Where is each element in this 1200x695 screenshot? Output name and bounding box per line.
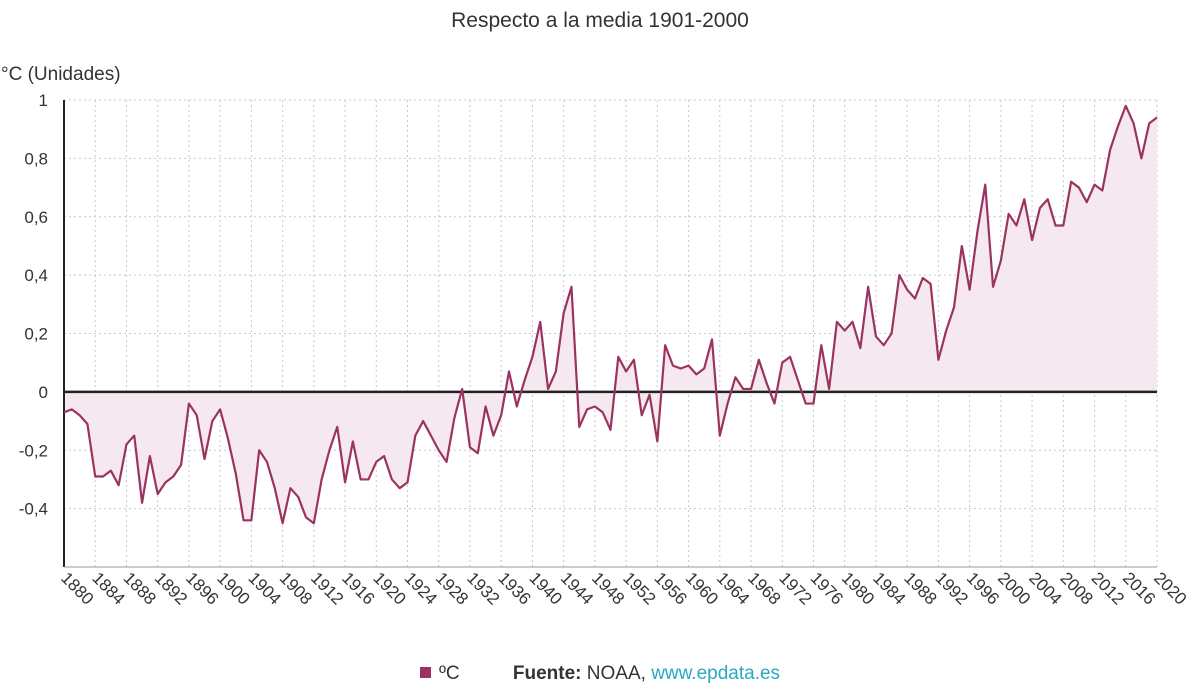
x-tick-label: 1976: [807, 568, 847, 608]
y-tick-label: 0: [39, 383, 48, 402]
x-tick-label: 1944: [557, 568, 597, 608]
x-tick-label: 1900: [213, 568, 253, 608]
series-line-path: [63, 104, 1158, 525]
x-tick-label: 1936: [494, 568, 534, 608]
x-tick-label: 1892: [151, 568, 191, 608]
legend-swatch: [419, 667, 431, 678]
x-tick-label: 1884: [88, 568, 128, 608]
chart: Respecto a la media 1901-2000 °C (Unidad…: [1, 9, 1190, 609]
source-name: NOAA,: [586, 663, 646, 684]
x-tick-label: 2000: [994, 568, 1034, 608]
x-tick-label: 2008: [1056, 568, 1096, 608]
area-fill: [64, 105, 1157, 524]
x-tick-label: 1924: [401, 568, 441, 608]
x-tick-label: 1916: [338, 568, 378, 608]
x-tick-label: 1928: [432, 568, 472, 608]
y-tick-label: 1: [39, 91, 48, 110]
x-tick-label: 2016: [1119, 568, 1159, 608]
x-tick-label: 2004: [1025, 568, 1065, 608]
y-tick-label: 0,4: [24, 266, 48, 285]
x-tick-label: 1880: [57, 568, 97, 608]
axes: [63, 100, 1157, 568]
x-tick-label: 1920: [369, 568, 409, 608]
legend-label: ºC: [438, 663, 460, 684]
x-tick-label: 1968: [744, 568, 784, 608]
x-tick-label: 1888: [120, 568, 160, 608]
x-tick-label: 1956: [651, 568, 691, 608]
x-tick-label: 1948: [588, 568, 628, 608]
y-axis-label: °C (Unidades): [1, 64, 121, 85]
x-tick-label: 2020: [1150, 568, 1190, 608]
x-tick-label: 1912: [307, 568, 347, 608]
y-tick-label: 0,6: [24, 208, 48, 227]
y-tick-label: 0,8: [24, 149, 48, 168]
source-label: Fuente:: [512, 663, 582, 684]
x-tick-label: 1908: [276, 568, 316, 608]
x-tick-label: 1896: [182, 568, 222, 608]
x-tick-label: 1960: [682, 568, 722, 608]
x-tick-label: 1984: [869, 568, 909, 608]
x-tick-labels: 1880188418881892189619001904190819121916…: [57, 568, 1190, 608]
series-line: [63, 104, 1158, 525]
x-tick-label: 1980: [838, 568, 878, 608]
source-link[interactable]: www.epdata.es: [651, 663, 781, 684]
area-fill-path: [64, 105, 1157, 524]
x-tick-label: 1996: [963, 568, 1003, 608]
x-tick-label: 2012: [1088, 568, 1128, 608]
x-tick-label: 1904: [245, 568, 285, 608]
y-tick-label: 0,2: [24, 325, 48, 344]
x-tick-label: 1992: [932, 568, 972, 608]
x-tick-label: 1988: [900, 568, 940, 608]
chart-footer: ºC Fuente: NOAA, www.epdata.es: [0, 663, 1200, 685]
chart-title: Respecto a la media 1901-2000: [451, 9, 749, 32]
y-tick-label: -0,2: [19, 441, 48, 460]
y-tick-labels: 1 0,8 0,6 0,4 0,2 0 -0,2 -0,4: [19, 91, 48, 519]
x-tick-label: 1932: [463, 568, 503, 608]
x-tick-label: 1940: [526, 568, 566, 608]
x-tick-label: 1972: [775, 568, 815, 608]
x-tick-label: 1964: [713, 568, 753, 608]
x-tick-label: 1952: [619, 568, 659, 608]
y-tick-label: -0,4: [19, 500, 48, 519]
